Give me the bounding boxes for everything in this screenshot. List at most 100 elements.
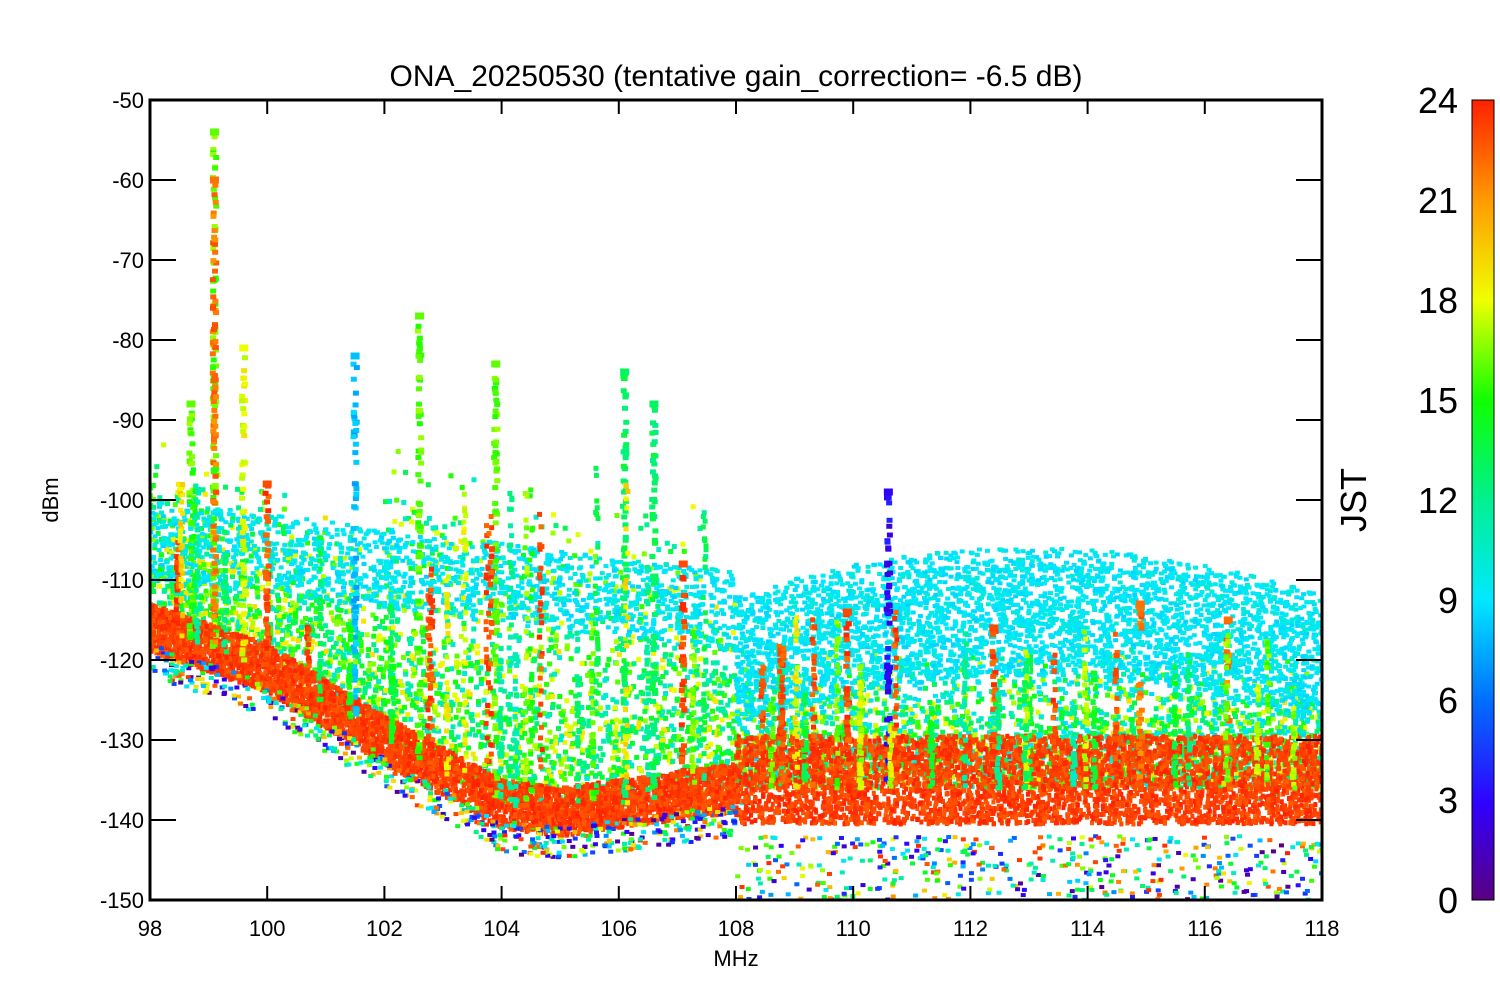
data-point — [375, 703, 381, 709]
data-point — [613, 584, 619, 590]
data-point — [564, 722, 570, 728]
data-point — [276, 605, 282, 611]
data-point — [222, 568, 228, 574]
data-point — [644, 522, 650, 528]
data-point — [598, 705, 604, 711]
data-point — [602, 667, 608, 673]
data-point — [266, 581, 272, 587]
data-point — [336, 618, 342, 624]
data-point — [255, 546, 261, 552]
data-point — [1175, 758, 1181, 764]
data-point — [158, 552, 164, 558]
data-point — [708, 693, 714, 699]
data-point — [971, 749, 977, 755]
data-point — [1045, 752, 1051, 758]
data-point — [865, 693, 871, 699]
data-point — [642, 718, 648, 724]
data-point — [569, 766, 575, 772]
data-point — [372, 626, 378, 632]
data-point — [314, 641, 320, 647]
data-point — [442, 524, 448, 530]
data-point — [557, 769, 563, 775]
data-point — [1120, 687, 1126, 693]
data-point — [308, 631, 314, 637]
data-point — [714, 660, 720, 666]
data-point — [638, 674, 644, 680]
data-point — [614, 768, 620, 774]
data-point — [549, 580, 555, 586]
data-point — [601, 738, 607, 744]
data-point — [468, 714, 474, 720]
data-point — [257, 571, 263, 577]
data-point — [1001, 677, 1007, 683]
data-point — [515, 658, 521, 664]
data-point — [875, 710, 881, 716]
data-point — [462, 693, 468, 699]
data-point — [377, 666, 383, 672]
data-point — [1288, 689, 1294, 695]
data-point — [451, 737, 457, 743]
data-point — [1206, 710, 1212, 716]
data-point — [402, 716, 408, 722]
data-point — [443, 540, 449, 546]
data-point — [286, 629, 292, 635]
data-point — [1176, 708, 1182, 714]
data-point — [671, 727, 677, 733]
data-point — [348, 618, 354, 624]
data-point — [632, 714, 638, 720]
data-point — [377, 623, 383, 629]
data-point — [500, 735, 506, 741]
data-point — [467, 691, 473, 697]
data-point — [382, 499, 388, 505]
data-point — [433, 647, 439, 653]
data-point — [334, 541, 340, 547]
data-point — [366, 667, 372, 673]
data-point — [401, 499, 407, 505]
data-point — [1288, 776, 1294, 782]
data-point — [673, 778, 679, 784]
data-point — [933, 732, 939, 738]
data-point — [957, 731, 963, 737]
data-point — [854, 785, 860, 791]
data-point — [908, 735, 914, 741]
data-point — [325, 629, 331, 635]
data-point — [629, 724, 635, 730]
data-point — [671, 544, 677, 550]
data-point — [1164, 697, 1170, 703]
data-point — [662, 695, 668, 701]
data-point — [720, 726, 726, 732]
data-point — [475, 712, 481, 718]
data-point — [1126, 698, 1132, 704]
data-point — [275, 592, 281, 598]
data-point — [506, 626, 512, 632]
data-point — [1191, 710, 1197, 716]
data-point — [725, 702, 731, 708]
data-point — [1240, 699, 1246, 705]
data-point — [656, 547, 662, 553]
data-point — [606, 738, 612, 744]
data-point — [350, 587, 356, 593]
data-point — [403, 671, 409, 677]
data-point — [327, 652, 333, 658]
data-point — [713, 714, 719, 720]
data-point — [453, 679, 459, 685]
data-point — [1217, 673, 1223, 679]
data-point — [409, 519, 415, 525]
data-point — [631, 554, 637, 560]
data-point — [638, 525, 644, 531]
data-point — [280, 529, 286, 535]
data-point — [473, 732, 479, 738]
data-point — [549, 739, 555, 745]
data-point — [249, 624, 255, 630]
data-point — [408, 683, 414, 689]
data-point — [549, 778, 555, 784]
data-point — [631, 661, 637, 667]
data-point — [519, 575, 525, 581]
data-point — [405, 515, 411, 521]
data-point — [1162, 728, 1168, 734]
data-point — [484, 671, 490, 677]
data-point — [328, 636, 334, 642]
data-point — [668, 683, 674, 689]
data-point — [507, 668, 513, 674]
data-point — [236, 505, 242, 511]
